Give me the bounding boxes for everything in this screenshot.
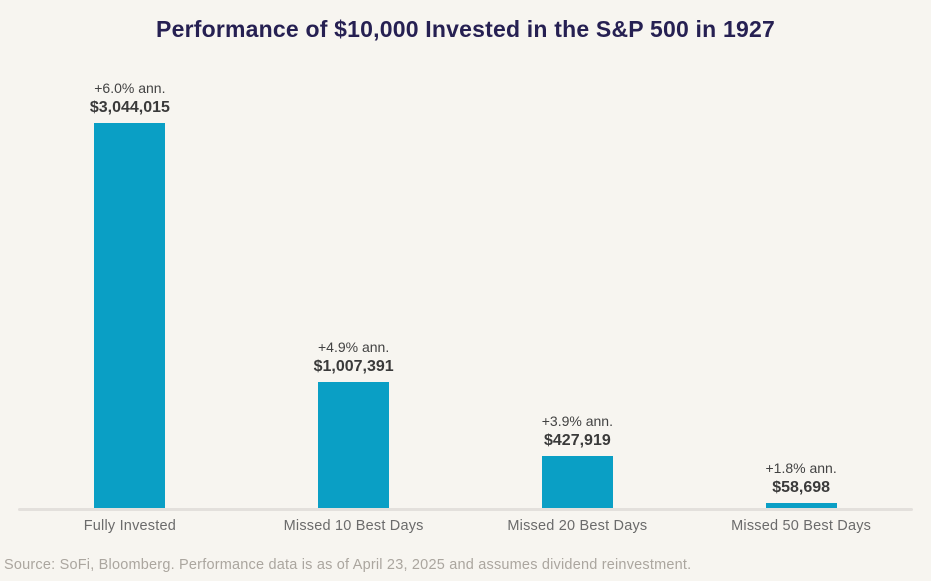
annual-return-label: +4.9% ann. bbox=[318, 338, 390, 355]
column-fully-invested: +6.0% ann. $3,044,015 bbox=[18, 0, 242, 510]
column-missed-50: +1.8% ann. $58,698 bbox=[689, 0, 913, 510]
category-label-missed-20: Missed 20 Best Days bbox=[507, 518, 648, 534]
bar-missed-10-best-days bbox=[318, 381, 390, 510]
bar-group: +3.9% ann. $427,919 bbox=[542, 123, 613, 510]
category-labels-row: Fully Invested Missed 10 Best Days Misse… bbox=[18, 518, 913, 534]
bar-group: +4.9% ann. $1,007,391 bbox=[314, 123, 394, 510]
bar-columns: +6.0% ann. $3,044,015 +4.9% ann. $1,007,… bbox=[18, 0, 913, 510]
value-label: $3,044,015 bbox=[89, 99, 170, 116]
bar-group: +1.8% ann. $58,698 bbox=[766, 123, 837, 510]
category-label-missed-50: Missed 50 Best Days bbox=[731, 518, 872, 534]
bar-missed-20-best-days bbox=[541, 455, 613, 510]
bar-missed-50-best-days bbox=[765, 502, 837, 510]
plot-area: +6.0% ann. $3,044,015 +4.9% ann. $1,007,… bbox=[18, 0, 913, 510]
annual-return-label: +6.0% ann. bbox=[94, 80, 166, 96]
value-label: $1,007,391 bbox=[313, 357, 394, 375]
chart-title: Performance of $10,000 Invested in the S… bbox=[156, 16, 775, 42]
annual-return-label: +3.9% ann. bbox=[541, 412, 613, 429]
annual-return-label: +1.8% ann. bbox=[765, 459, 837, 476]
column-missed-20: +3.9% ann. $427,919 bbox=[466, 0, 690, 510]
x-axis-line bbox=[18, 508, 913, 511]
bar-group: +6.0% ann. $3,044,015 bbox=[90, 80, 170, 510]
bar-fully-invested bbox=[94, 123, 166, 510]
value-label: $58,698 bbox=[772, 478, 831, 496]
source-note: Source: SoFi, Bloomberg. Performance dat… bbox=[4, 557, 692, 573]
column-missed-10: +4.9% ann. $1,007,391 bbox=[242, 0, 466, 510]
category-label-missed-10: Missed 10 Best Days bbox=[283, 518, 424, 534]
category-label-fully-invested: Fully Invested bbox=[83, 518, 176, 534]
value-label: $427,919 bbox=[544, 431, 611, 449]
